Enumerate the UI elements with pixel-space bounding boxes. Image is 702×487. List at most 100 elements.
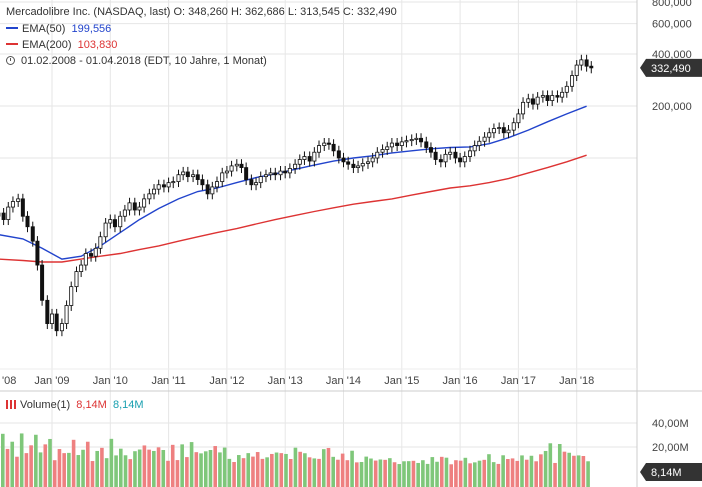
volume-bar (265, 457, 269, 487)
volume-bar (572, 455, 576, 487)
candle-body (6, 206, 11, 220)
volume-bar (104, 458, 109, 487)
volume-bar (454, 460, 458, 487)
candle-body (458, 157, 463, 163)
volume-bars (1, 433, 590, 487)
volume-label: Volume(1) (20, 399, 71, 411)
x-tick-label: Jan '14 (326, 375, 361, 387)
volume-bar (501, 455, 505, 487)
volume-bar (298, 451, 302, 487)
candle-body (356, 165, 361, 168)
volume-bar (237, 455, 241, 487)
volume-bar (562, 451, 567, 487)
date-range-text: 01.02.2008 - 01.04.2018 (EDT, 10 Jahre, … (21, 55, 267, 67)
volume-bar (439, 456, 444, 487)
candle-body (545, 95, 550, 101)
volume-bar (279, 453, 284, 487)
volume-bar (576, 455, 581, 487)
candle-body (293, 163, 298, 169)
volume-bar (312, 458, 317, 487)
candle-body (570, 75, 575, 87)
volume-bar (515, 460, 520, 487)
last-value-badges: 332,490 8,14M (640, 58, 702, 481)
candle-body (103, 222, 108, 238)
volume-bar (581, 456, 586, 487)
volume-bar (567, 452, 571, 487)
volume-bar (203, 451, 208, 487)
volume-bar (373, 460, 378, 487)
candle-body (428, 147, 433, 153)
ema50-line (0, 105, 587, 260)
candle-body (574, 64, 579, 76)
candle-body (468, 150, 473, 157)
legend-ema200[interactable]: EMA(200) 103,830 (6, 37, 117, 53)
candle-body (589, 65, 594, 69)
volume-bar (185, 457, 189, 487)
candle-body (414, 137, 419, 140)
volume-bar (524, 459, 529, 487)
volume-bar (222, 447, 227, 487)
candle-body (317, 145, 322, 153)
volume-bar (227, 458, 232, 487)
ema50-path (0, 105, 587, 260)
candle-body (530, 98, 535, 105)
volume-bar (557, 444, 562, 487)
candle-body (297, 159, 302, 165)
volume-bar (52, 460, 57, 487)
candle-body (433, 151, 438, 160)
volume-bar (458, 460, 463, 487)
candle-body (516, 113, 521, 124)
candle-body (501, 127, 506, 134)
ema200-path (0, 154, 587, 263)
volume-bar (128, 459, 133, 487)
candle-body (579, 59, 584, 66)
candle-body (399, 141, 404, 146)
candle-body (404, 140, 409, 143)
volume-bar (543, 450, 548, 487)
candle-body (438, 159, 443, 163)
volume-bar (246, 453, 251, 487)
volume-bar (355, 462, 359, 487)
candle-body (98, 236, 103, 249)
volume-bar (340, 453, 345, 487)
volume-value-red: 8,14M (76, 399, 107, 411)
candle-body (511, 122, 516, 131)
volume-bar (152, 450, 156, 487)
volume-bar (388, 458, 392, 487)
volume-bar (491, 462, 496, 487)
volume-bar (444, 457, 449, 487)
volume-bar (15, 456, 19, 487)
date-range: 01.02.2008 - 01.04.2018 (EDT, 10 Jahre, … (6, 53, 267, 69)
candle-body (45, 299, 50, 324)
volume-bar (156, 447, 161, 487)
candle-body (560, 91, 565, 98)
volume-bar (449, 464, 453, 487)
volume-tick-labels: 40,00M 20,00M (652, 418, 689, 454)
volume-bar (270, 453, 274, 487)
volume-bar (48, 438, 52, 487)
volume-legend[interactable]: Volume(1) 8,14M 8,14M (6, 399, 144, 411)
candle-body (191, 174, 196, 178)
volume-bar (425, 463, 430, 487)
candle-body (171, 181, 176, 184)
volume-bar (321, 449, 326, 487)
volume-bar (95, 450, 99, 487)
candle-body (491, 128, 496, 134)
volume-bar (175, 460, 180, 487)
candle-body (112, 219, 117, 228)
candle-body (20, 198, 25, 217)
candle-body (360, 163, 365, 167)
candle-body (375, 151, 380, 159)
volume-bar (477, 460, 482, 487)
volume-bar (260, 458, 265, 487)
y-tick-labels: 800,000 600,000 400,000 200,000 (652, 0, 692, 113)
candle-body (472, 145, 477, 152)
y-tick-label: 800,000 (652, 0, 692, 9)
candle-body (10, 201, 15, 208)
candle-body (122, 209, 127, 217)
volume-bar (85, 441, 90, 487)
volume-bar (62, 453, 66, 487)
candle-body (380, 149, 385, 153)
legend-ema50[interactable]: EMA(50) 199,556 (6, 21, 111, 37)
candle-body (326, 142, 331, 145)
